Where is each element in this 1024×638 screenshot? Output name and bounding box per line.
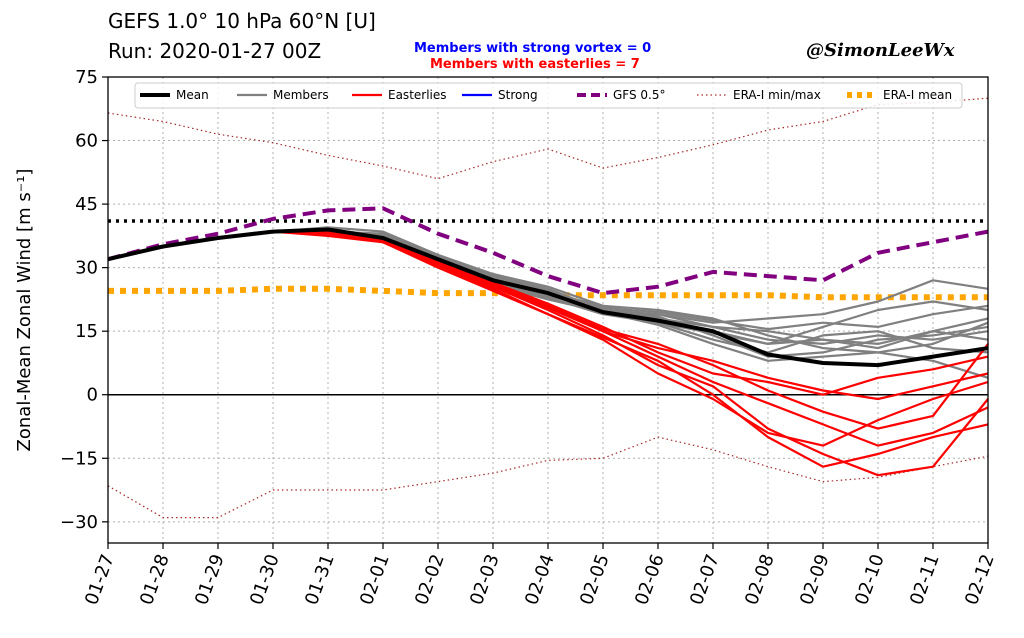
easterlies-note: Members with easterlies = 7 (430, 57, 640, 72)
x-tick-label: 02-07 (686, 552, 724, 608)
gfs-line (107, 206, 989, 296)
legend: Mean Members Easterlies Strong GFS 0.5° ERA-I… (134, 82, 963, 109)
x-tick-label: 02-10 (851, 552, 889, 608)
x-tick-label: 02-12 (961, 552, 999, 608)
x-tick-label: 02-06 (631, 552, 669, 608)
legend-label: Strong (498, 88, 538, 102)
legend-label: Easterlies (388, 88, 447, 102)
y-tick-label: −15 (60, 448, 98, 469)
y-tick-label: 30 (75, 258, 98, 279)
x-tick-label: 02-09 (796, 552, 834, 608)
y-axis: 75 60 45 30 15 0 −15 −30 (60, 67, 108, 533)
chart-title: GEFS 1.0° 10 hPa 60°N [U] (108, 9, 376, 33)
x-axis: 01-27 01-28 01-29 01-30 01-31 02-01 02-02 02-03… (81, 543, 999, 608)
legend-box (134, 82, 963, 109)
legend-label: GFS 0.5° (613, 88, 666, 102)
x-tick-label: 01-27 (81, 552, 119, 608)
x-tick-label: 01-30 (246, 552, 284, 608)
series-layer (107, 97, 989, 519)
y-tick-label: 0 (87, 385, 98, 406)
credit-label: @SimonLeeWx (806, 40, 955, 61)
x-tick-label: 02-04 (521, 552, 559, 608)
chart-subtitle: Run: 2020-01-27 00Z (108, 39, 322, 63)
y-tick-label: 75 (75, 67, 98, 88)
ensemble-mean-line (107, 227, 989, 368)
x-tick-label: 02-11 (906, 552, 944, 608)
legend-label: ERA-I min/max (733, 88, 821, 102)
era-mean-line (108, 285, 988, 301)
x-tick-label: 02-02 (411, 552, 449, 608)
era-minmax-line (107, 436, 989, 519)
legend-label: ERA-I mean (883, 88, 952, 102)
era-minmax-line (107, 97, 989, 180)
x-tick-label: 02-05 (576, 552, 614, 608)
y-axis-label: Zonal-Mean Zonal Wind [m s⁻¹] (14, 169, 35, 452)
y-tick-label: −30 (60, 512, 98, 533)
reference-lines (108, 219, 988, 396)
x-tick-label: 02-03 (466, 552, 504, 608)
x-tick-label: 02-01 (356, 552, 394, 608)
y-tick-label: 60 (75, 131, 98, 152)
y-tick-label: 15 (75, 321, 98, 342)
x-tick-label: 01-29 (191, 552, 229, 608)
legend-label: Mean (176, 88, 209, 102)
x-tick-label: 02-08 (741, 552, 779, 608)
x-tick-label: 01-28 (136, 552, 174, 608)
y-tick-label: 45 (75, 194, 98, 215)
x-tick-label: 01-31 (301, 552, 339, 608)
legend-label: Members (273, 88, 329, 102)
strong-vortex-note: Members with strong vortex = 0 (414, 41, 652, 56)
